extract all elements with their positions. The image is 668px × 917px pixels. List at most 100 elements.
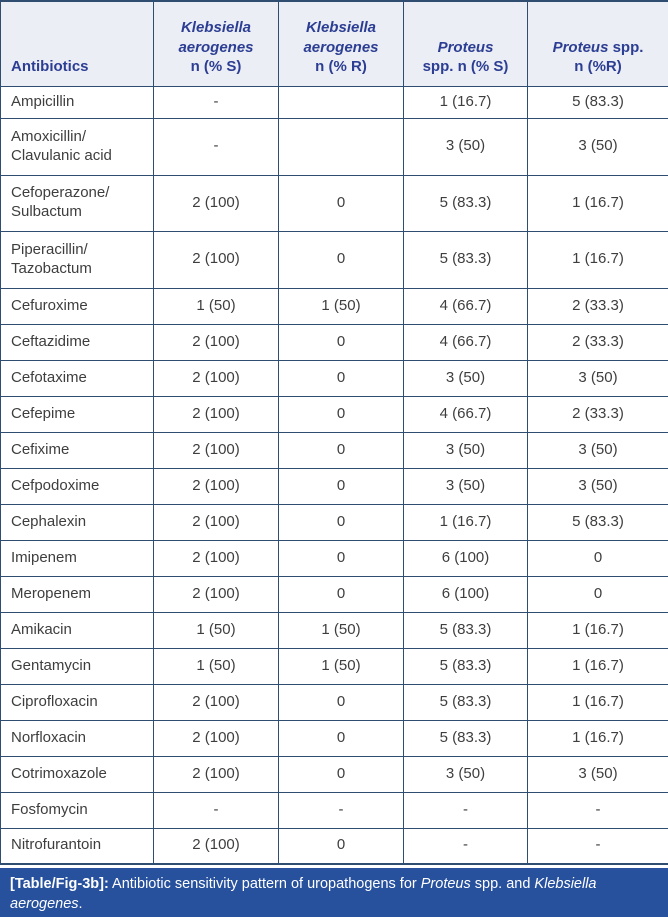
value-cell [278,85,404,119]
antibiotic-name-cell: Cefotaxime [0,359,154,397]
table-row: Cotrimoxazole 2 (100) 0 3 (50) 3 (50) [0,755,668,793]
value-cell: 2 (33.3) [527,323,668,361]
text-segment: Klebsiella [180,19,252,36]
value-cell: 3 (50) [527,359,668,397]
value-cell: 2 (100) [153,395,279,433]
value-cell: 1 (50) [278,287,404,325]
value-cell: 1 (50) [153,287,279,325]
value-cell: 1 (16.7) [527,230,668,289]
value-cell: 1 (16.7) [527,611,668,649]
antibiotic-name-cell: Ciprofloxacin [0,683,154,721]
header-cell-klebsiella-aerogenes-sensitive: Klebsiella aerogenes n (% S) [153,0,279,87]
value-cell: - [153,85,279,119]
value-cell: 4 (66.7) [403,395,528,433]
text-segment: spp. and [470,876,535,892]
table-row: Ceftazidime 2 (100) 0 4 (66.7) 2 (33.3) [0,323,668,361]
antibiotic-name-cell: Nitrofurantoin [0,827,154,865]
value-cell: 5 (83.3) [403,683,528,721]
antibiotic-name-cell: Cotrimoxazole [0,755,154,793]
value-cell: 1 (16.7) [527,647,668,685]
value-cell: 3 (50) [403,359,528,397]
value-cell: 0 [278,683,404,721]
value-cell: 3 (50) [403,117,528,176]
text-segment: Proteus [552,38,609,56]
table-row: Gentamycin 1 (50) 1 (50) 5 (83.3) 1 (16.7) [0,647,668,685]
table-caption: [Table/Fig-3b]: Antibiotic sensitivity p… [0,868,668,917]
antibiotic-name-cell: Gentamycin [0,647,154,685]
value-cell: 0 [278,467,404,505]
value-cell: 2 (100) [153,683,279,721]
table-body: Ampicillin -1 (16.7) 5 (83.3) Amoxicillin/C… [0,85,668,865]
value-cell: 1 (16.7) [527,719,668,757]
antibiotic-name-cell: Piperacillin/Tazobactum [0,230,154,289]
table-header: Antibiotics Klebsiella aerogenes n (% S) Kle… [0,0,668,87]
table-row: Cefepime 2 (100) 0 4 (66.7) 2 (33.3) [0,395,668,433]
value-cell: 2 (33.3) [527,395,668,433]
header-cell-klebsiella-aerogenes-resistant: Klebsiella aerogenes n (% R) [278,0,404,87]
value-cell: 0 [278,719,404,757]
text-segment: n (% R) [315,58,367,75]
antibiotic-name-cell: Imipenem [0,539,154,577]
antibiotic-name-cell: Cefuroxime [0,287,154,325]
value-cell: 2 (100) [153,575,279,613]
text-segment: aerogenes [178,38,254,56]
value-cell: 1 (50) [153,611,279,649]
value-cell: 2 (100) [153,719,279,757]
value-cell: 0 [278,174,404,232]
value-cell: 2 (100) [153,174,279,232]
value-cell: 1 (16.7) [527,174,668,232]
value-cell: 3 (50) [403,467,528,505]
value-cell: 2 (100) [153,431,279,469]
value-cell: 2 (100) [153,230,279,289]
header-cell-proteus-resistant: Proteus spp. n (%R) [527,0,668,87]
antibiotic-name-cell: Amikacin [0,611,154,649]
value-cell: - [153,117,279,176]
text-segment: aerogenes [303,38,379,56]
value-cell: 1 (16.7) [403,85,528,119]
value-cell: - [403,791,528,829]
antibiotic-name-cell: Ampicillin [0,85,154,119]
value-cell: 2 (100) [153,323,279,361]
value-cell: 3 (50) [527,467,668,505]
table-row: Cefixime 2 (100) 0 3 (50) 3 (50) [0,431,668,469]
table-row: Ciprofloxacin 2 (100) 0 5 (83.3) 1 (16.7) [0,683,668,721]
value-cell: 1 (16.7) [527,683,668,721]
value-cell: - [527,827,668,865]
value-cell: 0 [278,323,404,361]
text-segment: n (%R) [574,58,622,75]
value-cell: 0 [527,575,668,613]
table-row: Cefotaxime 2 (100) 0 3 (50) 3 (50) [0,359,668,397]
value-cell: 0 [527,539,668,577]
text-segment: Klebsiella aerogenes [10,876,597,912]
value-cell: 0 [278,827,404,865]
value-cell: 3 (50) [403,755,528,793]
value-cell: 0 [278,230,404,289]
antibiotic-sensitivity-table: Antibiotics Klebsiella aerogenes n (% S) Kle… [0,0,668,865]
antibiotic-name-cell: Cefpodoxime [0,467,154,505]
value-cell: 2 (33.3) [527,287,668,325]
table-row: Ampicillin - 1 (16.7) 5 (83.3) [0,85,668,119]
value-cell: 2 (100) [153,467,279,505]
value-cell: 5 (83.3) [403,230,528,289]
value-cell: 5 (83.3) [527,85,668,119]
value-cell: 0 [278,503,404,541]
value-cell: 5 (83.3) [403,719,528,757]
value-cell: 1 (50) [278,611,404,649]
value-cell: 5 (83.3) [403,647,528,685]
value-cell: 3 (50) [403,431,528,469]
text-segment: Klebsiella [305,19,377,36]
value-cell: 0 [278,395,404,433]
text-segment: spp. n (% S) [422,58,509,75]
table-row: Norfloxacin 2 (100) 0 5 (83.3) 1 (16.7) [0,719,668,757]
header-cell-proteus-sensitive: Proteus spp. n (% S) [403,0,528,87]
value-cell: 0 [278,575,404,613]
table-row: Piperacillin/Tazobactum 2 (100) 0 5 (83.3) 1… [0,230,668,289]
header-row: Antibiotics Klebsiella aerogenes n (% S) Kle… [0,0,668,87]
table-row: Cephalexin 2 (100) 0 1 (16.7) 5 (83.3) [0,503,668,541]
value-cell: - [527,791,668,829]
antibiotic-name-cell: Amoxicillin/Clavulanic acid [0,117,154,176]
header-cell-antibiotics: Antibiotics [0,0,154,87]
text-segment: Proteus [420,876,471,892]
value-cell: - [153,791,279,829]
